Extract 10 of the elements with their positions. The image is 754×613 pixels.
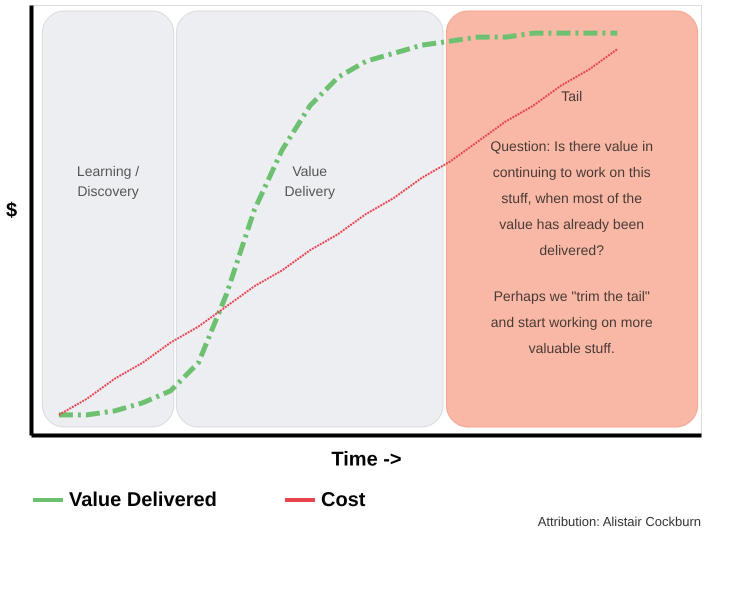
legend-label: Cost [321, 489, 366, 511]
y-axis-title: $ [6, 200, 18, 222]
text: Attribution: Alistair Cockburn [538, 514, 701, 529]
annotation: Value Delivery [284, 163, 336, 199]
x-axis-title: Time -> [331, 448, 402, 470]
annotation: Learning / Discovery [76, 163, 140, 199]
annotation: Question: Is there value in continuing to work on this stuff, when most of the value has already been delivered? [490, 138, 654, 258]
legend-label: Value Delivered [69, 489, 217, 511]
annotation: Perhaps we "trim the tail" and start working on more valuable stuff. [490, 288, 653, 356]
annotation: Tail [561, 88, 582, 104]
